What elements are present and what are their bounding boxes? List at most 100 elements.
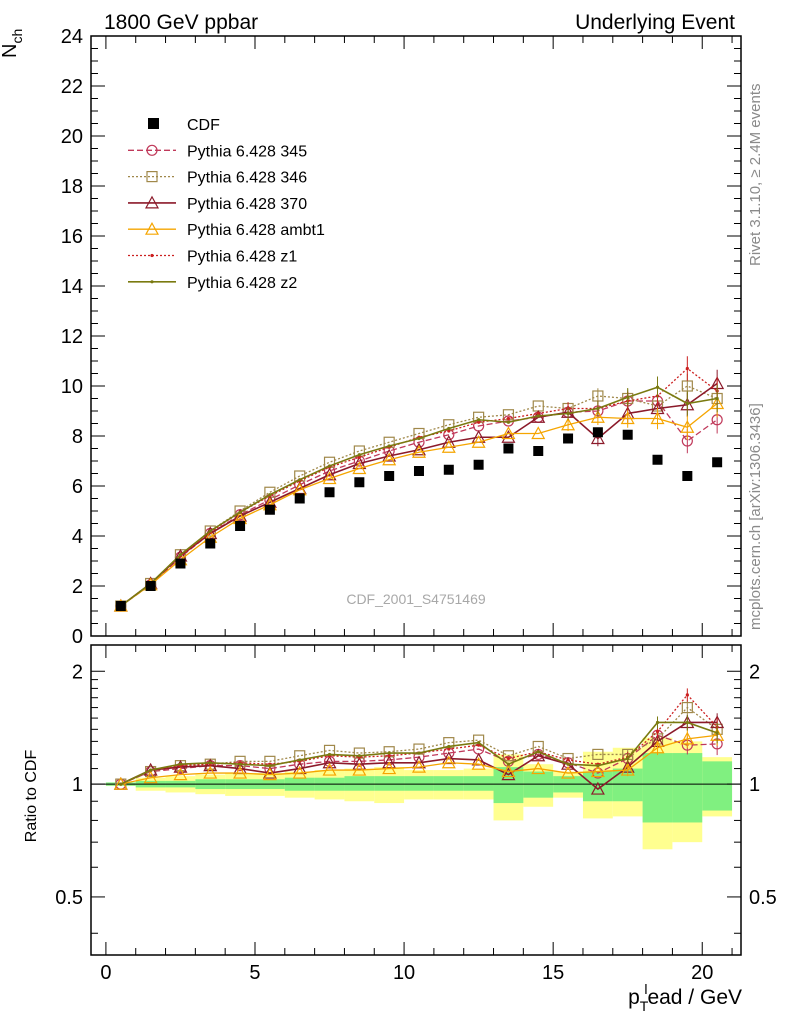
ratio-point-ambt1 <box>203 765 218 779</box>
ratio-point-p370 <box>173 759 188 773</box>
point-z2 <box>268 493 272 497</box>
point-cdf <box>175 558 186 569</box>
ratio-point-ambt1 <box>322 762 337 776</box>
ratio-point-ambt1 <box>411 759 426 773</box>
point-z2 <box>715 396 719 401</box>
legend: CDF Pythia 6.428 345 Pythia 6.428 346 Pythi… <box>128 117 325 292</box>
point-z2 <box>596 406 600 411</box>
main-ytick-label: 2 <box>72 576 83 598</box>
legend-marker-z2 <box>150 280 154 284</box>
ratio-point-z2 <box>387 751 391 755</box>
point-cdf <box>622 429 633 440</box>
ratio-point-z2 <box>566 762 570 766</box>
ratio-point-p370 <box>262 765 277 779</box>
main-ytick-label: 12 <box>61 326 83 348</box>
point-ambt1 <box>501 426 516 440</box>
ratio-point-ambt1 <box>352 762 367 776</box>
point-z2 <box>655 385 660 389</box>
point-cdf <box>413 466 424 476</box>
ratio-point-ambt1 <box>471 756 486 770</box>
ratio-point-z2 <box>357 754 361 758</box>
point-z1 <box>506 416 511 421</box>
point-cdf <box>533 446 544 456</box>
point-p370 <box>411 442 426 456</box>
point-ambt1 <box>322 471 337 485</box>
ratio-point-z2 <box>685 720 689 725</box>
main-ytick-label: 16 <box>61 226 83 248</box>
legend-marker-p370 <box>144 195 160 209</box>
point-z2 <box>357 453 361 457</box>
ratio-point-p370 <box>352 756 367 770</box>
point-z2 <box>387 444 391 448</box>
point-z2 <box>208 529 212 533</box>
ratio-ytick-label: 0.5 <box>55 887 83 909</box>
point-z2 <box>477 418 481 422</box>
point-cdf <box>652 454 663 465</box>
legend-marker-cdf <box>148 118 159 129</box>
point-ambt1 <box>441 439 456 453</box>
main-ytick-label: 22 <box>61 76 83 98</box>
band-inner <box>523 771 554 798</box>
ratio-point-z1 <box>477 743 481 747</box>
ratio-point-ambt1 <box>143 770 158 784</box>
point-z2 <box>536 414 540 418</box>
ratio-point-p346 <box>681 701 693 714</box>
point-cdf <box>264 504 275 515</box>
legend-label: Pythia 6.428 z2 <box>187 275 297 292</box>
ratio-point-p370 <box>441 751 456 765</box>
point-z1 <box>357 455 361 459</box>
point-z2 <box>238 510 242 514</box>
point-cdf <box>235 521 246 531</box>
legend-label: Pythia 6.428 345 <box>187 143 307 160</box>
ratio-point-z2 <box>417 751 421 755</box>
xtick-label: 15 <box>542 962 564 984</box>
ratio-point-z2 <box>178 762 183 766</box>
ratio-point-z2 <box>447 744 451 749</box>
legend-marker-ambt1 <box>144 221 160 235</box>
point-z1 <box>685 366 689 371</box>
band-inner <box>672 753 703 823</box>
ratio-point-z2 <box>655 720 660 725</box>
xlabel-main: p <box>628 986 640 1009</box>
legend-label: CDF <box>187 117 220 134</box>
point-z2 <box>626 395 630 399</box>
ratio-point-z2 <box>238 762 242 766</box>
point-z1 <box>447 429 451 433</box>
point-cdf <box>145 581 156 591</box>
point-cdf <box>563 433 574 444</box>
point-cdf <box>324 487 335 498</box>
point-p370 <box>322 467 337 481</box>
ratio-point-z2 <box>596 764 600 768</box>
point-cdf <box>384 471 395 481</box>
ratio-frame <box>90 644 742 956</box>
ratio-point-z2 <box>149 768 153 772</box>
ratio-point-p346 <box>592 748 604 761</box>
main-ytick-label: 0 <box>72 626 83 648</box>
main-ytick-label: 14 <box>61 276 83 298</box>
ratio-point-ambt1 <box>620 762 635 776</box>
band-inner <box>642 753 673 823</box>
point-cdf <box>682 471 693 481</box>
ratio-point-z2 <box>208 761 212 765</box>
ratio-point-z2 <box>536 750 540 754</box>
point-z2 <box>566 411 570 416</box>
ratio-point-ambt1 <box>590 764 605 778</box>
main-ytick-label: 8 <box>72 426 83 448</box>
ratio-ytick-label-right: 0.5 <box>749 887 777 909</box>
legend-label: Pythia 6.428 ambt1 <box>187 222 325 239</box>
ratio-point-z1 <box>387 754 391 758</box>
ratio-point-p370 <box>411 755 426 769</box>
ratio-ytick-label: 2 <box>72 661 83 683</box>
ratio-point-z2 <box>327 752 332 757</box>
header-right: Underlying Event <box>575 11 735 34</box>
band-inner <box>463 776 494 791</box>
ratio-point-p370 <box>471 752 486 766</box>
ratio-point-ambt1 <box>113 776 128 790</box>
xtick-label: 20 <box>691 962 713 984</box>
point-z2 <box>685 401 689 406</box>
ratio-point-z2 <box>477 741 481 745</box>
point-cdf <box>473 459 484 470</box>
point-cdf <box>205 538 216 549</box>
point-p370 <box>590 431 605 445</box>
